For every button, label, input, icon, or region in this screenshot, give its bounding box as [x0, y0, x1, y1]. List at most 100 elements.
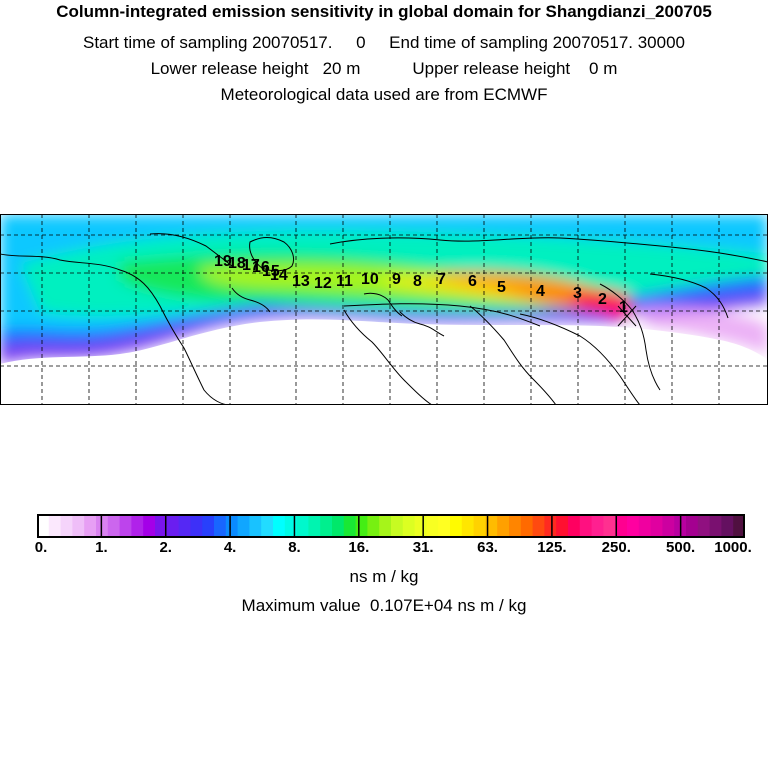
colorbar-swatch	[249, 514, 262, 538]
colorbar-swatch	[119, 514, 132, 538]
colorbar-swatch	[497, 514, 510, 538]
trajectory-time-label: 16	[252, 259, 270, 276]
colorbar-frame	[37, 514, 745, 538]
colorbar-tick-label: 2.	[159, 539, 172, 556]
colorbar-swatch	[426, 514, 439, 538]
colorbar-unit-label: ns m / kg	[349, 567, 419, 586]
colorbar-swatch	[48, 514, 62, 538]
colorbar-tick-label: 250.	[601, 539, 631, 556]
trajectory-time-label: 1	[619, 299, 628, 316]
colorbar	[37, 514, 746, 538]
colorbar-tick-label: 125.	[537, 539, 567, 556]
trajectory-time-label: 8	[413, 273, 422, 290]
release-site-marker	[617, 305, 637, 327]
trajectory-time-label: 10	[361, 271, 379, 288]
colorbar-graphic	[37, 514, 746, 538]
colorbar-swatch	[155, 514, 168, 538]
colorbar-tick-label: 4.	[223, 539, 237, 556]
plot-title: Column-integrated emission sensitivity i…	[56, 2, 712, 21]
trajectory-time-label: 4	[536, 283, 545, 300]
trajectory-time-label: 13	[292, 273, 310, 290]
colorbar-swatch	[591, 514, 604, 538]
maximum-value-label: Maximum value 0.107E+04 ns m / kg	[241, 596, 527, 615]
colorbar-swatch	[237, 514, 250, 538]
colorbar-swatch	[391, 514, 404, 538]
colorbar-tick-label: 16.	[348, 539, 370, 556]
colorbar-swatch	[485, 514, 498, 538]
coastlines	[0, 233, 768, 405]
trajectory-time-label: 6	[468, 273, 477, 290]
colorbar-swatch	[332, 514, 345, 538]
colorbar-swatch	[402, 514, 416, 538]
colorbar-swatch	[166, 514, 180, 538]
colorbar-swatch	[579, 514, 593, 538]
colorbar-swatch	[520, 514, 534, 538]
colorbar-swatch	[709, 514, 722, 538]
trajectory-time-label: 11	[336, 273, 353, 290]
colorbar-swatch	[686, 514, 699, 538]
colorbar-swatch	[544, 514, 557, 538]
colorbar-swatch	[296, 514, 309, 538]
colorbar-swatch	[202, 514, 215, 538]
colorbar-swatch	[532, 514, 545, 538]
colorbar-swatch	[461, 514, 475, 538]
colorbar-swatch	[473, 514, 486, 538]
colorbar-swatch	[343, 514, 357, 538]
trajectory-time-label: 15	[262, 263, 280, 280]
sampling-time-line: Start time of sampling 20070517. 0 End t…	[83, 33, 685, 52]
colorbar-swatch	[450, 514, 463, 538]
graticule	[0, 214, 768, 405]
colorbar-swatch	[107, 514, 121, 538]
colorbar-tick-label: 0.	[34, 539, 48, 556]
trajectory-time-label: 17	[242, 257, 260, 274]
trajectory-time-label: 3	[573, 285, 582, 302]
trajectory-time-label: 5	[497, 279, 506, 296]
colorbar-tick-label: 63.	[477, 539, 498, 556]
colorbar-swatch	[214, 514, 227, 538]
colorbar-swatch	[225, 514, 239, 538]
trajectory-time-label: 18	[228, 255, 246, 272]
colorbar-swatch	[733, 514, 746, 538]
colorbar-swatch	[60, 514, 73, 538]
colorbar-tick-label: 500.	[666, 539, 696, 556]
colorbar-swatch	[638, 514, 652, 538]
colorbar-tick-label: 31.	[412, 539, 434, 556]
colorbar-swatch	[627, 514, 640, 538]
trajectory-time-label: 12	[314, 275, 332, 292]
colorbar-swatch	[556, 514, 569, 538]
colorbar-swatch	[650, 514, 663, 538]
colorbar-swatch	[37, 514, 50, 538]
colorbar-tick-label: 1000.	[714, 539, 752, 556]
colorbar-swatch	[72, 514, 85, 538]
trajectory-time-label: 7	[437, 271, 446, 288]
colorbar-swatch	[96, 514, 109, 538]
colorbar-swatch	[178, 514, 191, 538]
colorbar-swatch	[308, 514, 321, 538]
trajectory-time-label: 9	[392, 271, 401, 288]
southern-blank-region	[0, 319, 768, 405]
colorbar-tick-label: 1.	[95, 539, 108, 556]
colorbar-swatch	[261, 514, 274, 538]
colorbar-swatch	[662, 514, 675, 538]
colorbar-swatch	[284, 514, 298, 538]
colorbar-swatch	[84, 514, 97, 538]
colorbar-swatch	[320, 514, 333, 538]
trajectory-time-label: 19	[214, 253, 232, 270]
colorbar-swatch	[568, 514, 581, 538]
colorbar-swatch	[414, 514, 427, 538]
colorbar-swatch	[367, 514, 380, 538]
meteorological-data-line: Meteorological data used are from ECMWF	[220, 85, 548, 104]
colorbar-tick-label: 8.	[288, 539, 301, 556]
colorbar-swatch	[190, 514, 203, 538]
colorbar-swatch	[131, 514, 144, 538]
trajectory-time-label: 2	[598, 291, 607, 308]
colorbar-swatch	[615, 514, 628, 538]
colorbar-swatch	[438, 514, 451, 538]
colorbar-swatch	[273, 514, 286, 538]
colorbar-swatch	[509, 514, 522, 538]
colorbar-swatch	[721, 514, 734, 538]
colorbar-swatch	[143, 514, 156, 538]
release-height-line: Lower release height 20 m Upper release …	[150, 59, 618, 78]
